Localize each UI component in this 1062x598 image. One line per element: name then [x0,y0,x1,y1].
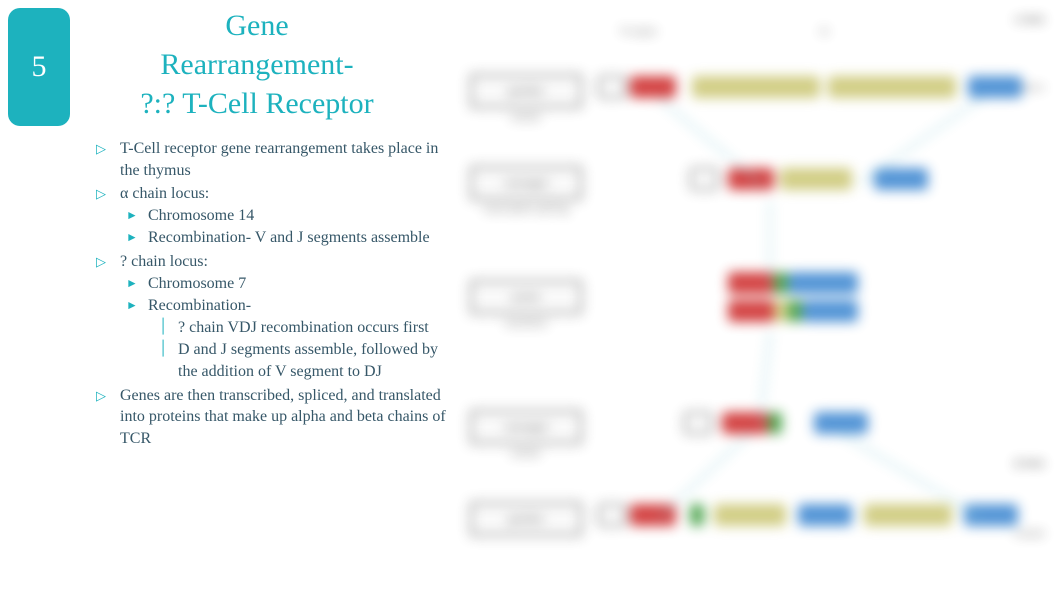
diagram-row: protein translation [460,262,1052,352]
diagram-row: rearranged transcription splicing [460,148,1052,238]
bullet-3: ? chain locus: Chromosome 7 Recombinatio… [92,251,450,383]
diagram-segment [728,272,774,294]
bullet-3-text: ? chain locus: [120,253,208,270]
bullet-3-2-b-text: D and J segments assemble, followed by t… [178,341,438,380]
diagram-segment [968,76,1022,98]
diagram-segment [788,300,802,322]
bullet-2-1: Chromosome 14 [120,205,450,227]
title-line-1: Gene [92,6,422,45]
diagram-segment [774,300,788,322]
page-number-badge: 5 [8,8,70,126]
diagram-row: germline [460,484,1052,574]
diagram-segment [774,272,788,294]
title-line-2: Rearrangement- [92,45,422,84]
diagram-row-sublabel: somatic [474,448,578,459]
bullet-list: T-Cell receptor gene rearrangement takes… [92,138,450,449]
diagram-row-label: germline [470,74,582,108]
diagram-row: germline somatic [460,56,1052,146]
bullet-3-2-a: ? chain VDJ recombination occurs first [148,317,450,339]
diagram-top-right-label: α-chain [1015,14,1044,24]
bullet-3-1-text: Chromosome 7 [148,275,246,292]
diagram-segment [598,76,626,98]
diagram-segment [690,504,704,526]
bullet-2: α chain locus: Chromosome 14 Recombinati… [92,183,450,249]
diagram-segment [828,76,956,98]
diagram-row: rearranged somatic [460,392,1052,482]
bullet-2-1-text: Chromosome 14 [148,207,254,224]
diagram-segment [964,504,1018,526]
slide-title: Gene Rearrangement- ?:? T-Cell Receptor [92,6,422,123]
diagram-row-sublabel: somatic [474,112,578,123]
bullet-2-text: α chain locus: [120,185,209,202]
diagram-segment [728,168,774,190]
bullet-4-text: Genes are then transcribed, spliced, and… [120,387,446,447]
diagram-segment [692,76,820,98]
diagram-segment [684,412,712,434]
diagram-bottom-right-a: β-chain [1015,458,1044,468]
diagram-row-sublabel: translation [474,318,578,329]
diagram-row-label: rearranged [470,166,582,200]
diagram-segment [864,504,952,526]
diagram-segment [630,76,676,98]
diagram-segment [788,272,858,294]
bullet-4: Genes are then transcribed, spliced, and… [92,385,450,450]
title-line-3: ?:? T-Cell Receptor [92,84,422,123]
bullet-2-2: Recombination- V and J segments assemble [120,227,450,249]
bullet-3-2: Recombination- ? chain VDJ recombination… [120,295,450,382]
diagram-row-label: germline [470,502,582,536]
diagram-segment [690,168,718,190]
diagram-segment [768,412,782,434]
bullet-3-2-a-text: ? chain VDJ recombination occurs first [178,319,429,336]
bullet-1-text: T-Cell receptor gene rearrangement takes… [120,140,438,179]
diagram-connector [769,203,771,283]
gene-diagram: α-chain Vα region Jα Constant α germline… [460,32,1052,572]
bullet-3-2-text: Recombination- [148,297,251,314]
diagram-row-label: rearranged [470,410,582,444]
diagram-segment [714,504,786,526]
diagram-row-sublabel: transcription splicing [474,204,578,215]
bullet-3-1: Chromosome 7 [120,273,450,295]
diagram-segment [780,168,852,190]
bullet-2-2-text: Recombination- V and J segments assemble [148,229,430,246]
diagram-segment [598,504,626,526]
slide: 5 Gene Rearrangement- ?:? T-Cell Recepto… [0,0,1062,598]
diagram-tiny-2: Jα [820,26,828,36]
diagram-segment [798,504,852,526]
diagram-tiny-1: Vα region [620,26,656,36]
diagram-row-label: protein [470,280,582,314]
diagram-bottom-right-b: constant [1014,528,1044,538]
diagram-segment [814,412,868,434]
diagram-segment [802,300,858,322]
bullet-1: T-Cell receptor gene rearrangement takes… [92,138,450,181]
diagram-segment [874,168,928,190]
diagram-segment [728,300,774,322]
content-block: T-Cell receptor gene rearrangement takes… [92,138,450,451]
bullet-3-2-b: D and J segments assemble, followed by t… [148,339,450,382]
